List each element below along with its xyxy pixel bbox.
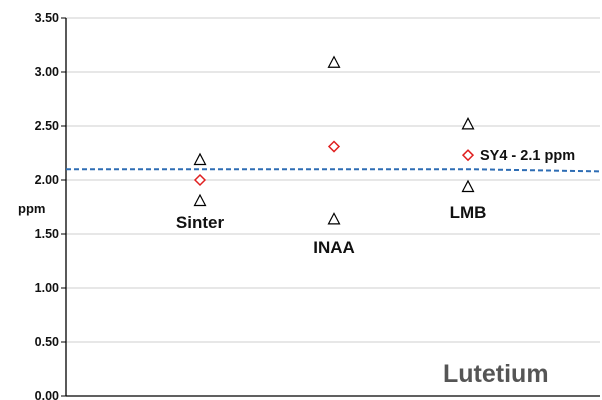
diamond-marker bbox=[327, 140, 341, 153]
category-labels: Sinter INAA LMB bbox=[176, 203, 487, 257]
category-label-inaa: INAA bbox=[313, 238, 355, 257]
y-tick-label: 2.50 bbox=[35, 119, 59, 133]
axes bbox=[65, 18, 600, 397]
y-tick-labels: 0.00 0.50 1.00 1.50 2.00 2.50 3.00 3.50 bbox=[35, 11, 59, 400]
triangle-marker bbox=[193, 193, 207, 207]
chart-title: Lutetium bbox=[443, 360, 549, 388]
triangle-marker bbox=[327, 212, 341, 225]
diamond-marker bbox=[461, 149, 475, 162]
data-points bbox=[193, 55, 475, 225]
y-tick-label: 1.50 bbox=[35, 227, 59, 241]
reference-line bbox=[66, 168, 601, 173]
diamond-marker bbox=[193, 173, 207, 187]
y-tick-label: 3.00 bbox=[35, 65, 59, 79]
category-label-lmb: LMB bbox=[450, 203, 487, 222]
triangle-marker bbox=[461, 117, 475, 130]
reference-line-label: SY4 - 2.1 ppm bbox=[480, 148, 575, 164]
y-tick-label: 2.00 bbox=[35, 173, 59, 187]
y-axis-unit-label: ppm bbox=[18, 201, 45, 216]
gridlines bbox=[61, 17, 600, 397]
y-tick-label: 0.00 bbox=[35, 389, 59, 400]
triangle-marker bbox=[461, 179, 475, 193]
y-tick-label: 0.50 bbox=[35, 335, 59, 349]
triangle-marker bbox=[193, 152, 207, 166]
y-tick-label: 3.50 bbox=[35, 11, 59, 25]
category-label-sinter: Sinter bbox=[176, 213, 225, 232]
triangle-marker bbox=[327, 55, 341, 68]
y-tick-label: 1.00 bbox=[35, 281, 59, 295]
